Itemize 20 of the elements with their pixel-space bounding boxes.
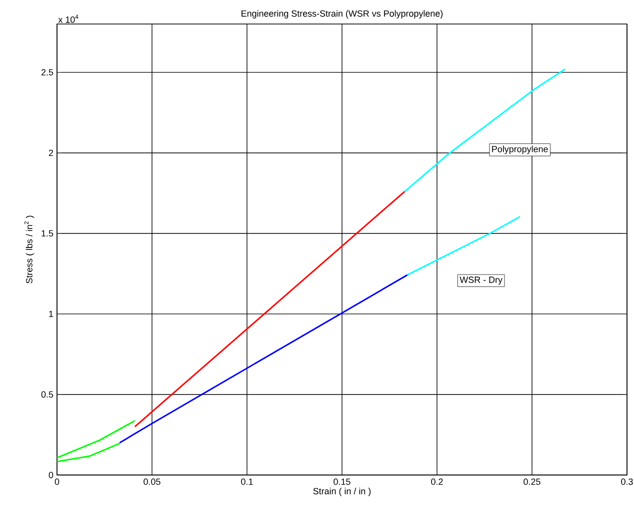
x-tick-label: 0 — [54, 478, 60, 485]
x-tick-label: 0.15 — [334, 478, 350, 485]
y-axis-title: Stress ( lbs / in$^{2}$ ) — [24, 216, 34, 284]
x-axis-title: Strain ( in / in ) — [313, 488, 371, 496]
y-tick-label: 0 — [48, 472, 54, 478]
x-tick-label: 0.2 — [431, 478, 443, 485]
text: x 10$^{4}$ — [58, 14, 78, 23]
y-tick-label: 2.5 — [41, 69, 54, 76]
y-tick-label: 2 — [48, 150, 54, 156]
y-tick-label: 1.5 — [42, 230, 54, 237]
annotation: Polypropylene — [492, 146, 548, 154]
x-tick-label: 0.05 — [144, 478, 160, 485]
x-tick-label: 0.1 — [241, 478, 253, 485]
y-tick-label: 0.5 — [41, 391, 54, 398]
chart-title: Engineering Stress-Strain (WSR vs Polypropylene) — [242, 10, 443, 18]
annotation: WSR - Dry — [460, 276, 502, 285]
line-series — [404, 68, 566, 192]
y-tick-label: 1 — [49, 310, 54, 318]
x-tick-label: 0.25 — [524, 478, 540, 485]
x-tick-label: 0.3 — [621, 478, 633, 485]
